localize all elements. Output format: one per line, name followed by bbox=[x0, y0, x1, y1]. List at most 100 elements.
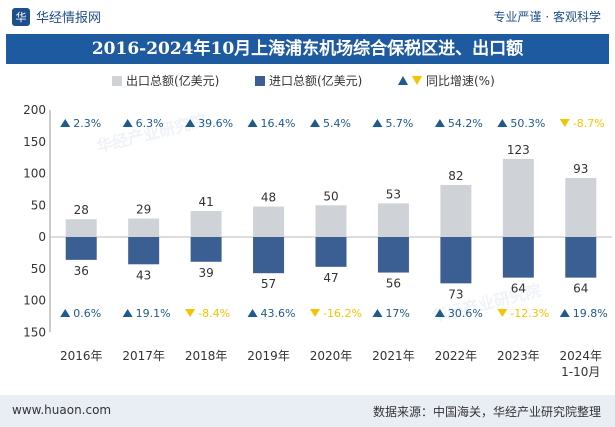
x-tick-label: 2021年 bbox=[372, 349, 415, 363]
import-value-label: 64 bbox=[573, 282, 588, 296]
chart-title: 2016-2024年10月上海浦东机场综合保税区进、出口额 bbox=[91, 39, 524, 59]
export-bar bbox=[440, 184, 472, 237]
import-value-label: 39 bbox=[198, 266, 213, 280]
export-yoy-label: 2.3% bbox=[73, 117, 101, 130]
yoy-up-triangle-icon bbox=[122, 309, 133, 317]
yoy-down-triangle-icon bbox=[185, 309, 196, 317]
import-bar bbox=[440, 237, 472, 284]
brand[interactable]: 华 华经情报网 bbox=[12, 7, 101, 26]
title-bar: 2016-2024年10月上海浦东机场综合保税区进、出口额 bbox=[6, 34, 609, 64]
export-bar bbox=[190, 210, 222, 237]
y-tick-label: 50 bbox=[31, 198, 46, 212]
yoy-up-triangle-icon bbox=[60, 309, 71, 317]
legend-yoy-label: 同比增速(%) bbox=[426, 74, 495, 88]
export-bar bbox=[128, 218, 160, 237]
footer-site[interactable]: www.huaon.com bbox=[12, 403, 112, 417]
yoy-down-triangle-icon bbox=[310, 309, 320, 317]
yoy-up-triangle-icon bbox=[185, 119, 196, 127]
export-bar bbox=[377, 203, 409, 237]
y-tick-label: 100 bbox=[23, 294, 46, 308]
triangle-down-icon bbox=[412, 76, 422, 85]
import-bar bbox=[253, 237, 285, 274]
import-yoy-label: -16.2% bbox=[323, 307, 362, 320]
x-tick-label: 2024年 bbox=[560, 349, 603, 363]
export-bar bbox=[65, 219, 97, 237]
footer-source: 数据来源：中国海关，华经产业研究院整理 bbox=[372, 405, 601, 419]
legend-export-label: 出口总额(亿美元) bbox=[126, 74, 220, 88]
export-bar bbox=[253, 206, 285, 237]
export-yoy-label: 54.2% bbox=[448, 117, 483, 130]
import-yoy-label: -12.3% bbox=[510, 307, 549, 320]
x-tick-label: 1-10月 bbox=[561, 365, 600, 379]
export-yoy-label: 5.7% bbox=[385, 117, 413, 130]
import-value-label: 43 bbox=[136, 268, 151, 282]
import-bar bbox=[377, 237, 409, 273]
export-value-label: 93 bbox=[573, 162, 588, 176]
export-value-label: 41 bbox=[198, 195, 213, 209]
legend: 出口总额(亿美元) 进口总额(亿美元) 同比增速(%) bbox=[0, 72, 615, 90]
export-value-label: 123 bbox=[507, 143, 530, 157]
y-tick-label: 150 bbox=[23, 325, 46, 339]
export-value-label: 82 bbox=[448, 169, 463, 183]
export-value-label: 29 bbox=[136, 203, 151, 217]
yoy-up-triangle-icon bbox=[559, 309, 570, 317]
import-yoy-label: 19.1% bbox=[136, 307, 171, 320]
brand-logo-icon: 华 bbox=[12, 7, 30, 26]
y-tick-label: 0 bbox=[38, 230, 46, 244]
y-tick-label: 100 bbox=[23, 167, 46, 181]
export-bar bbox=[502, 158, 534, 237]
legend-export: 出口总额(亿美元) bbox=[112, 72, 219, 89]
import-bar bbox=[65, 237, 97, 260]
x-tick-label: 2018年 bbox=[185, 349, 228, 363]
yoy-up-triangle-icon bbox=[247, 309, 258, 317]
import-bar bbox=[502, 237, 534, 278]
triangle-up-icon bbox=[398, 76, 408, 85]
top-bar: 华 华经情报网 专业严谨 · 客观科学 bbox=[0, 0, 615, 32]
import-value-label: 56 bbox=[386, 277, 401, 291]
x-tick-label: 2016年 bbox=[60, 349, 103, 363]
export-yoy-label: 39.6% bbox=[198, 117, 233, 130]
legend-export-swatch bbox=[112, 75, 122, 86]
yoy-up-triangle-icon bbox=[247, 119, 258, 127]
import-yoy-label: 0.6% bbox=[73, 307, 101, 320]
import-yoy-label: 19.8% bbox=[573, 307, 608, 320]
export-bar bbox=[315, 205, 347, 237]
export-value-label: 50 bbox=[323, 189, 338, 203]
legend-import-label: 进口总额(亿美元) bbox=[269, 74, 363, 88]
export-value-label: 53 bbox=[386, 187, 401, 201]
import-bar bbox=[565, 237, 597, 278]
export-bar bbox=[565, 177, 597, 237]
legend-import-swatch bbox=[255, 75, 265, 86]
footer: www.huaon.com 数据来源：中国海关，华经产业研究院整理 bbox=[0, 395, 615, 427]
yoy-up-triangle-icon bbox=[60, 119, 71, 127]
export-yoy-label: -8.7% bbox=[573, 117, 605, 130]
import-bar bbox=[128, 237, 160, 265]
import-value-label: 47 bbox=[323, 271, 338, 285]
export-yoy-label: 50.3% bbox=[510, 117, 545, 130]
tagline: 专业严谨 · 客观科学 bbox=[493, 10, 601, 24]
import-value-label: 57 bbox=[261, 277, 276, 291]
yoy-up-triangle-icon bbox=[310, 119, 320, 127]
import-bar bbox=[190, 237, 222, 262]
yoy-up-triangle-icon bbox=[497, 119, 508, 127]
yoy-up-triangle-icon bbox=[434, 309, 445, 317]
y-tick-label: 200 bbox=[23, 103, 46, 117]
import-value-label: 64 bbox=[511, 282, 526, 296]
export-yoy-label: 16.4% bbox=[261, 117, 296, 130]
x-tick-label: 2023年 bbox=[497, 349, 540, 363]
export-yoy-label: 5.4% bbox=[323, 117, 351, 130]
x-tick-label: 2022年 bbox=[435, 349, 478, 363]
legend-yoy: 同比增速(%) bbox=[398, 72, 495, 89]
export-value-label: 48 bbox=[261, 191, 276, 205]
legend-import: 进口总额(亿美元) bbox=[255, 72, 362, 89]
export-yoy-label: 6.3% bbox=[136, 117, 164, 130]
x-tick-label: 2017年 bbox=[122, 349, 165, 363]
import-yoy-label: 43.6% bbox=[261, 307, 296, 320]
yoy-up-triangle-icon bbox=[434, 119, 445, 127]
x-tick-label: 2020年 bbox=[310, 349, 353, 363]
yoy-down-triangle-icon bbox=[497, 309, 508, 317]
brand-name: 华经情报网 bbox=[36, 11, 102, 26]
import-yoy-label: 30.6% bbox=[448, 307, 483, 320]
import-bar bbox=[315, 237, 347, 267]
y-tick-label: 150 bbox=[23, 135, 46, 149]
